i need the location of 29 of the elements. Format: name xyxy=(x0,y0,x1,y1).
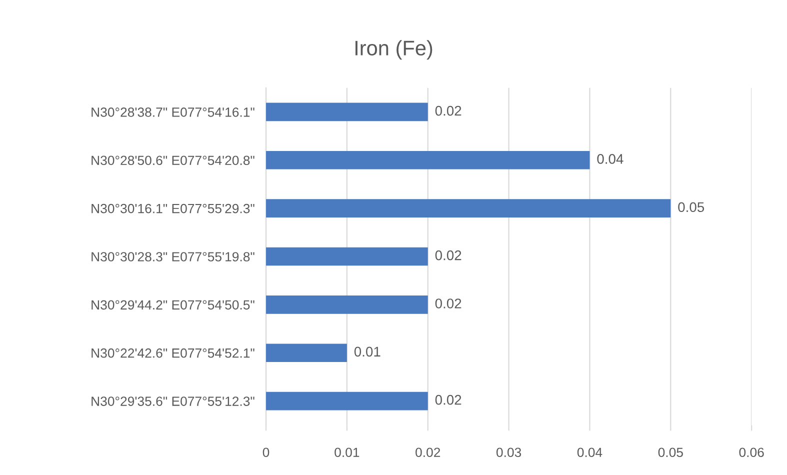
bar xyxy=(266,296,428,314)
y-tick-label: N30°30'16.1" E077°55'29.3" xyxy=(92,204,254,214)
data-label: 0.02 xyxy=(435,250,462,260)
x-tick-label: 0.01 xyxy=(334,448,360,458)
x-tick-label: 0.04 xyxy=(577,448,602,458)
data-label: 0.05 xyxy=(678,202,704,212)
y-tick-label: N30°29'35.6" E077°55'12.3" xyxy=(92,396,254,406)
data-label: 0.02 xyxy=(435,394,462,405)
data-label: 0.02 xyxy=(435,298,462,308)
bar xyxy=(266,392,428,410)
x-tick-label: 0.02 xyxy=(416,448,440,458)
x-tick-label: 0.05 xyxy=(658,448,683,458)
bar xyxy=(266,150,590,170)
data-label: 0.02 xyxy=(435,106,462,116)
y-tick-label: N30°29'44.2" E077°54'50.5" xyxy=(92,300,254,310)
data-label: 0.01 xyxy=(354,346,380,357)
bar xyxy=(266,102,428,122)
y-tick-label: N30°28'50.6" E077°54'20.8" xyxy=(92,156,254,166)
x-tick-label: 0 xyxy=(262,448,270,458)
y-tick-label: N30°22'42.6" E077°54'52.1" xyxy=(92,348,254,358)
y-tick-label: N30°28'38.7" E077°54'16.1" xyxy=(92,108,254,117)
data-label: 0.04 xyxy=(597,154,624,164)
bar xyxy=(266,199,671,218)
bar xyxy=(266,344,347,362)
x-tick-label: 0.06 xyxy=(739,448,764,458)
chart-title: Iron (Fe) xyxy=(355,40,432,60)
x-tick-label: 0.03 xyxy=(496,448,522,458)
y-tick-label: N30°30'28.3" E077°55'19.8" xyxy=(92,252,254,262)
bar xyxy=(266,247,428,266)
